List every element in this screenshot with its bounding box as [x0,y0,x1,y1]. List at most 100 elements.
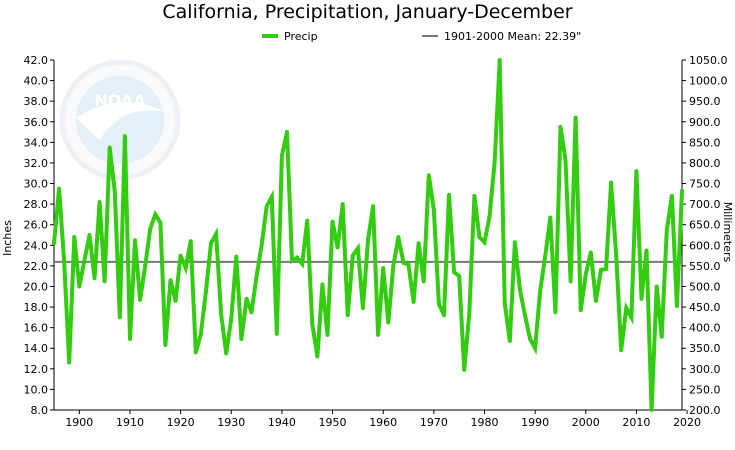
precip-data-point [360,306,365,311]
precip-data-point [158,220,163,225]
precip-data-point [87,233,92,237]
precip-data-point [401,260,406,265]
precip-data-point [72,235,77,240]
precip-data-point [568,279,573,284]
y2-tick-label: 850.0 [689,136,721,149]
y2-tick-label: 300.0 [689,363,721,376]
y2-tick-label: 750.0 [689,178,721,191]
precip-data-point [436,301,441,306]
precip-data-point [624,306,629,311]
precip-data-point [366,238,370,243]
precip-data-point [112,189,117,194]
precip-data-point [472,193,477,198]
precip-data-point [629,315,634,320]
precip-data-point [122,134,127,139]
y-tick-label: 26.0 [24,219,49,232]
precip-data-point [512,240,517,245]
precip-data-point [386,320,391,325]
precip-data-point [619,348,624,353]
y2-tick-label: 200.0 [689,404,721,417]
y2-tick-label: 700.0 [689,198,721,211]
y-tick-label: 10.0 [24,383,49,396]
precip-data-point [558,124,563,129]
precip-data-point [269,194,274,199]
x-tick-label: 1930 [217,416,245,429]
y-tick-label: 40.0 [24,75,49,88]
precip-data-point [452,270,457,275]
precip-data-point [543,253,548,258]
precip-data-point [517,287,522,292]
precip-data-point [67,360,72,365]
precip-data-point [203,289,208,294]
precip-data-point [391,263,396,268]
y2-tick-label: 950.0 [689,95,721,108]
y-tick-label: 28.0 [24,198,49,211]
precip-data-point [153,212,158,217]
precip-data-point [198,331,203,336]
precip-series-points [52,58,684,412]
precip-data-point [300,261,305,266]
precip-data-point [219,312,224,317]
precip-data-point [634,169,639,174]
precip-data-point [533,346,538,351]
svg-text:NOAA: NOAA [94,91,146,110]
precip-data-point [553,310,558,315]
y-tick-label: 30.0 [24,178,49,191]
precip-data-point [548,215,553,220]
y2-tick-label: 800.0 [689,157,721,170]
precip-data-point [315,354,320,359]
legend-precip-label: Precip [284,30,318,43]
precip-data-point [604,266,609,271]
chart-title: California, Precipitation, January-Decem… [162,1,573,23]
precip-data-point [674,304,679,309]
precip-data-point [224,351,229,356]
precip-data-point [52,241,56,246]
precip-data-point [209,241,213,246]
precip-data-point [290,258,295,263]
precip-data-point [523,313,527,318]
precip-data-point [62,258,67,263]
precip-data-point [447,192,452,197]
precip-data-point [416,241,421,246]
precip-data-point [239,336,244,341]
y-tick-label: 34.0 [24,136,49,149]
x-tick-label: 1980 [470,416,498,429]
precip-data-point [659,334,664,339]
precip-data-point [244,296,249,301]
precip-data-point [279,153,284,158]
precip-data-point [381,265,386,270]
precip-data-point [421,279,426,284]
precip-data-point [649,408,654,412]
precip-data-point [431,207,436,212]
precip-data-point [538,288,543,293]
y2-tick-label: 1000.0 [689,75,728,88]
precip-data-point [477,235,482,240]
x-tick-label: 1910 [116,416,144,429]
precip-data-point [482,240,487,245]
precip-data-point [588,250,593,255]
precip-data-point [133,238,138,243]
y-tick-label: 36.0 [24,116,49,129]
precip-data-point [325,332,330,337]
precip-data-point [583,272,588,277]
precip-data-point [310,322,315,327]
y-tick-label: 12.0 [24,363,49,376]
precip-data-point [507,339,512,344]
precip-data-point [183,265,188,270]
y2-tick-label: 400.0 [689,322,721,335]
x-axis-ticks: 1900 1910 1920 1930 1940 1950 1960 1970 1980 1990… [65,410,701,429]
y-tick-label: 18.0 [24,301,49,314]
noaa-logo-watermark: NOAA [59,59,181,181]
precip-data-point [406,262,411,267]
y2-tick-label: 350.0 [689,342,721,355]
y-tick-label: 32.0 [24,157,49,170]
precip-data-point [214,231,219,236]
x-tick-label: 2020 [673,416,701,429]
precip-data-point [593,298,598,303]
precip-data-point [330,219,335,224]
precip-data-point [573,115,578,120]
y-tick-label: 24.0 [24,239,49,252]
precip-data-point [117,315,122,320]
x-tick-label: 1990 [521,416,549,429]
